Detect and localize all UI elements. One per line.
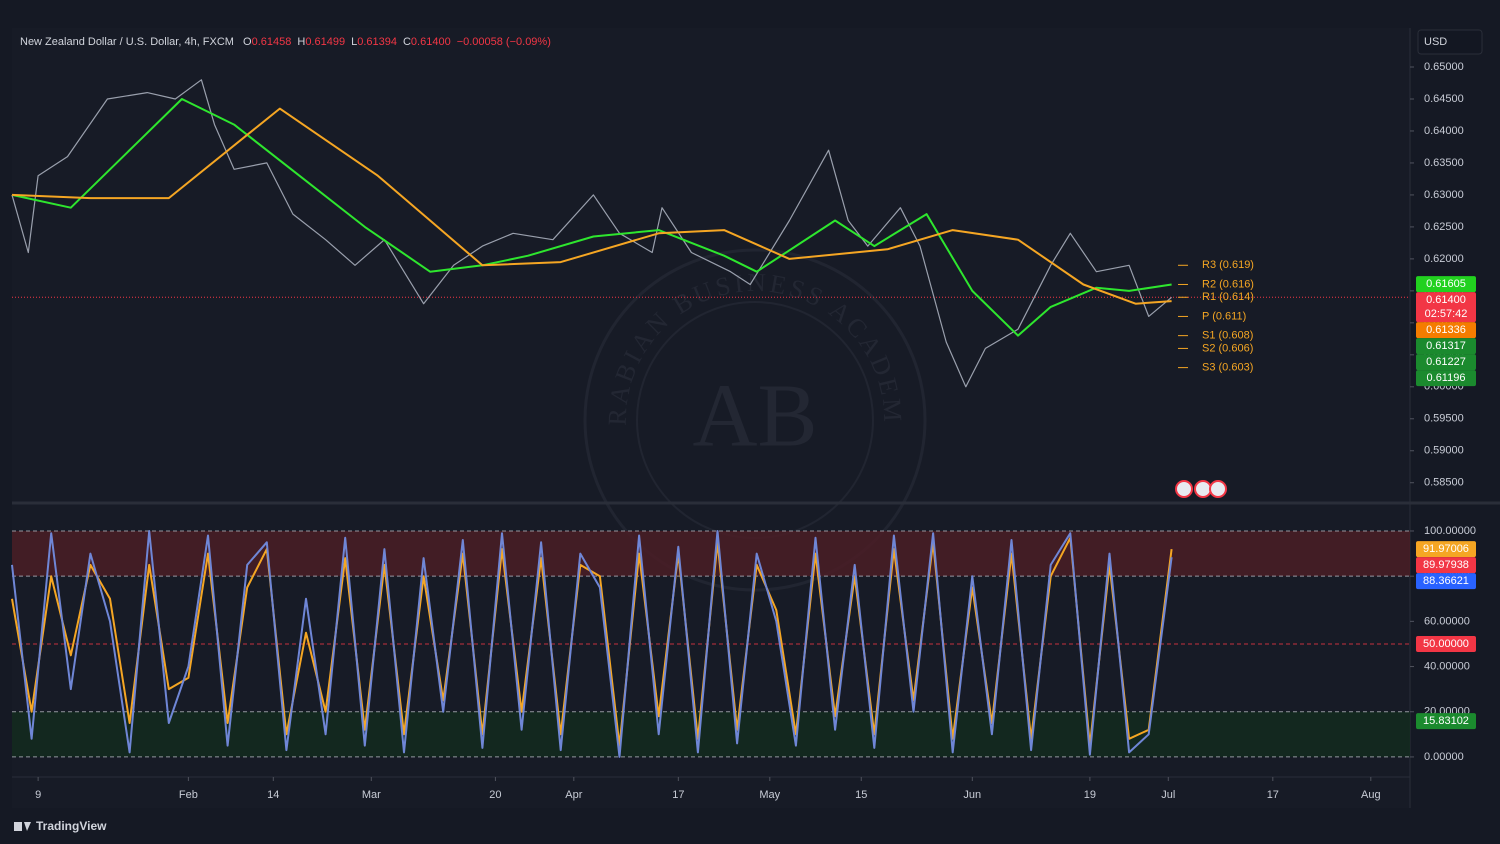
- y-tick-label: 0.63500: [1424, 157, 1464, 169]
- price-tag: [1416, 354, 1476, 371]
- brand: TradingView: [14, 819, 107, 833]
- x-tick-label: 17: [1267, 789, 1279, 801]
- price-tag: [1416, 292, 1476, 323]
- series-line: [11, 98, 1172, 337]
- x-tick-label: 9: [35, 789, 41, 801]
- x-tick-label: Apr: [565, 789, 582, 801]
- price-tag: [1416, 541, 1476, 558]
- brand-name: TradingView: [36, 819, 107, 833]
- ohlc-value: 0.61458: [252, 36, 292, 48]
- price-tag-label: 50.00000: [1423, 638, 1469, 650]
- pivot-label: S2 (0.606): [1202, 342, 1253, 354]
- currency-label: USD: [1424, 36, 1447, 48]
- y-tick-label: 100.00000: [1424, 525, 1476, 537]
- watermark-ring: [583, 248, 927, 592]
- y-tick-label: 0.63000: [1424, 189, 1464, 201]
- price-tag: [1416, 338, 1476, 355]
- y-tick-label: 40.00000: [1424, 660, 1470, 672]
- price-tag: [1416, 276, 1476, 293]
- x-tick-label: Jul: [1161, 789, 1175, 801]
- price-tag: [1416, 322, 1476, 339]
- pivot-label: R2 (0.616): [1202, 278, 1254, 290]
- pivot-label: R3 (0.619): [1202, 259, 1254, 271]
- price-tag: [1416, 370, 1476, 387]
- legend-header: New Zealand Dollar / U.S. Dollar, 4h, FX…: [20, 36, 551, 48]
- price-tag-label: 0.61336: [1426, 324, 1466, 336]
- price-tag: [1416, 573, 1476, 590]
- y-tick-label: 60.00000: [1424, 615, 1470, 627]
- series-line: [11, 530, 1173, 758]
- pivot-label: S3 (0.603): [1202, 362, 1253, 374]
- flag-icon: [1209, 480, 1227, 498]
- y-tick-label: 0.59000: [1424, 445, 1464, 457]
- pivot-label: P (0.611): [1202, 310, 1246, 322]
- y-tick-label: 0.64500: [1424, 93, 1464, 105]
- flag-icon: [1194, 480, 1212, 498]
- ohlc-key: L: [351, 36, 357, 48]
- price-tag-label: 91.97006: [1423, 543, 1469, 555]
- plot-area: [12, 28, 1410, 808]
- price-tag-label: 0.61605: [1426, 278, 1466, 290]
- ohlc-key: C: [403, 36, 411, 48]
- price-tag: [1416, 713, 1476, 730]
- y-tick-label: 0.62500: [1424, 221, 1464, 233]
- x-tick-label: 19: [1084, 789, 1096, 801]
- zone-band: [12, 530, 1410, 577]
- pivot-label: S1 (0.608): [1202, 330, 1253, 342]
- ohlc-value: 0.61400: [411, 36, 451, 48]
- ohlc-value: 0.61394: [357, 36, 397, 48]
- x-tick-label: Jun: [963, 789, 981, 801]
- symbol-name: New Zealand Dollar / U.S. Dollar, 4h, FX…: [20, 36, 234, 48]
- y-tick-label: 0.64000: [1424, 125, 1464, 137]
- price-tag-label: 89.97938: [1423, 559, 1469, 571]
- series-line: [11, 107, 1172, 305]
- price-change: −0.00058 (−0.09%): [457, 36, 551, 48]
- brand-logo: [24, 822, 31, 831]
- flag-icon: [1175, 480, 1193, 498]
- y-tick-label: 0.58500: [1424, 477, 1464, 489]
- event-flags: [1175, 480, 1227, 498]
- x-tick-label: Aug: [1361, 789, 1381, 801]
- x-tick-label: 14: [267, 789, 279, 801]
- price-tag-label: 0.61400: [1426, 294, 1466, 306]
- watermark-initials: AB: [692, 367, 817, 466]
- price-tag: [1416, 557, 1476, 574]
- price-tag-label: 0.61317: [1426, 340, 1466, 352]
- price-tag-label: 15.83102: [1423, 715, 1469, 727]
- pivot-label: R1 (0.614): [1202, 291, 1254, 303]
- x-tick-label: 17: [672, 789, 684, 801]
- ohlc-value: 0.61499: [305, 36, 345, 48]
- price-tag-label: 0.61227: [1426, 356, 1466, 368]
- y-tick-label: 0.59500: [1424, 413, 1464, 425]
- ohlc-key: H: [297, 36, 305, 48]
- price-tag-label: 0.61196: [1427, 372, 1466, 384]
- x-tick-label: May: [759, 789, 780, 801]
- brand-logo: [14, 822, 22, 831]
- countdown-label: 02:57:42: [1425, 308, 1468, 320]
- ohlc-key: O: [243, 36, 252, 48]
- currency-box[interactable]: [1417, 29, 1483, 55]
- y-tick-label: 0.00000: [1424, 751, 1464, 763]
- x-tick-label: 15: [855, 789, 867, 801]
- y-tick-label: 0.62000: [1424, 253, 1464, 265]
- y-tick-label: 0.65000: [1424, 61, 1464, 73]
- zone-band: [12, 711, 1410, 757]
- x-tick-label: Mar: [362, 789, 381, 801]
- x-tick-label: 20: [489, 789, 501, 801]
- price-tag: [1416, 635, 1476, 652]
- x-tick-label: Feb: [179, 789, 198, 801]
- price-tag-label: 88.36621: [1423, 575, 1469, 587]
